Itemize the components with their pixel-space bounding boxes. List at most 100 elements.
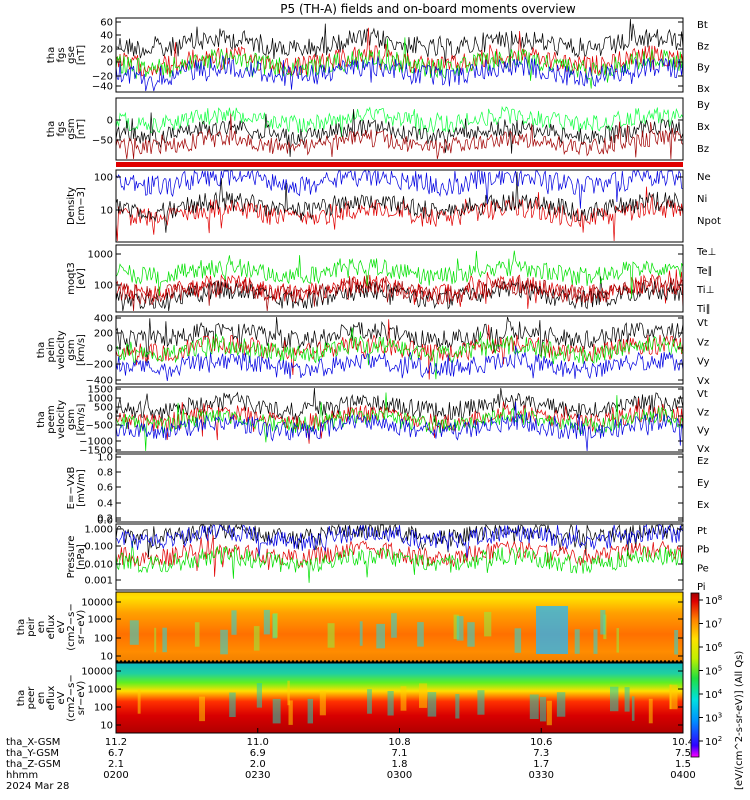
legend-temp-Te∥: Te∥ [696,266,713,277]
spectrogram-feature [359,621,363,646]
legend-pressure-Pb: Pb [697,545,709,556]
y-axis-label-line: en [36,692,47,705]
panel-fgs_gsm: 0 −50 tha fgs gsm [nT] By Bx Bz [46,97,710,161]
colorbar: 108 107 106 105 104 103 102 [eV/(cm^2-s-sr-eV)… [690,592,745,790]
y-axis-label-line: [km/s] [76,403,87,435]
spectrogram-feature [417,622,424,647]
y-axis-label-line: velocity [56,400,67,439]
panel-frame [115,244,684,313]
x-tick-label: 6.7 [108,748,124,759]
series-peim-Vy [115,327,684,380]
x-row-label: tha_Y-GSM [6,748,59,759]
colorbar-tick-label: 104 [705,688,723,701]
y-tick-label: −200 [86,360,113,371]
legend-efield-Ey: Ey [697,478,709,489]
x-tick-label: 7.1 [392,748,408,759]
y-tick-label: 0.6 [97,483,113,494]
spectrogram-feature [631,696,635,721]
y-axis-label-line: eV [56,691,67,704]
x-tick-label: 0400 [670,770,695,781]
legend-peem-Vy: Vy [697,426,710,437]
y-tick-label: 0 [107,412,113,423]
y-tick-label: 10 [100,206,113,217]
spectrogram-feature [610,686,619,712]
y-tick-label: 200 [94,329,113,340]
legend-temp-Te⊥: Te⊥ [696,247,716,258]
colorbar-tick-label: 107 [705,618,722,631]
panel-temp: 1000 100 moqt3 [eV] Te⊥ Te∥ Ti⊥ Ti∥ [66,244,716,315]
x-row-label: 2024 Mar 28 [6,781,69,792]
series-pressure-Pi [115,524,684,558]
y-axis-label-line: E=−VxB [66,467,77,510]
y-axis-label-line: [km/s] [76,334,87,366]
spectrogram-feature [648,698,653,724]
colorbar-label: [eV/(cm^2-s-sr-eV)] (All Qs) [734,651,745,790]
y-axis-label-line: gsm [66,339,77,360]
y-axis-label-line: [mV/m] [76,469,87,507]
x-tick-label: 2.0 [250,759,266,770]
y-tick-label: 0.2 [97,514,113,525]
legend-peem-Vz: Vz [697,407,709,418]
spectrogram-feature [514,628,522,653]
y-axis-label-line: gsm [66,118,77,139]
spectrogram-feature [455,694,460,719]
colorbar-tick-label: 102 [705,735,722,748]
legend-density-Ne: Ne [697,172,711,183]
spectrogram-feature [600,610,606,635]
series-fgs_gsm-By [115,105,684,138]
series-fgs-Bx [115,54,684,92]
y-tick-label: 10000 [81,667,113,678]
legend-efield-Ex: Ex [697,500,709,511]
legend-peim-Vt: Vt [697,318,708,329]
x-axis-group: 11.26.72.1020011.06.92.0023010.87.11.803… [6,728,696,792]
y-tick-label: 60 [100,18,113,29]
y-tick-label: 0.010 [84,560,113,571]
spectrogram-feature [419,683,428,708]
legend-density-Npot: Npot [697,216,721,227]
series-peim-Vt [115,316,684,363]
spectrogram-feature [669,684,678,710]
y-tick-label: 1000 [88,250,113,261]
figure-title: P5 (TH-A) fields and on-board moments ov… [280,2,576,16]
legend-fgs_gsm-By: By [697,100,710,111]
y-tick-label: 40 [100,31,113,42]
series-pressure-Pb [115,534,684,577]
spectrogram-feature [467,622,475,647]
legend-fgs-Bz: Bz [697,41,709,52]
y-axis-label-line: fgs [56,121,67,136]
y-axis-label-line: gsm [66,409,77,430]
y-axis-label-line: sr−eV) [76,681,87,716]
x-tick-label: 0230 [245,770,270,781]
spectrogram-feature [253,626,260,651]
series-pressure-Pe [115,541,684,583]
series-peem-Vy [115,392,684,452]
spectrogram-feature [256,683,262,708]
legend-fgs-Bx: Bx [697,84,710,95]
x-tick-label: 1.8 [392,759,408,770]
x-tick-label: 7.3 [533,748,549,759]
y-axis-label-line: [nT] [76,119,87,139]
y-axis-label-line: (cm2−s− [66,603,77,650]
spectrogram-feature [154,627,157,653]
y-tick-label: −500 [86,421,113,432]
spectrogram-feature [376,623,385,649]
spectrogram-feature [199,696,205,722]
y-tick-label: 100 [94,634,113,645]
series-peem-Vt [115,387,684,428]
series-peim-Vx [115,345,684,382]
spectrogram-feature [288,700,293,725]
y-tick-label: −400 [86,376,113,387]
spectrogram-feature [391,613,397,638]
y-tick-label: 10000 [81,598,113,609]
y-axis-label-line: tha [46,121,57,137]
x-tick-label: 7.5 [675,748,691,759]
x-tick-label: 11.2 [105,737,127,748]
y-tick-label: 1.0 [97,453,113,464]
x-row-label: hhmm [6,770,38,781]
spectrogram-feature [229,692,236,717]
colorbar-tick-label: 103 [705,712,722,725]
x-tick-label: 1.5 [675,759,691,770]
series-fgs_gsm-Bz [115,113,684,160]
